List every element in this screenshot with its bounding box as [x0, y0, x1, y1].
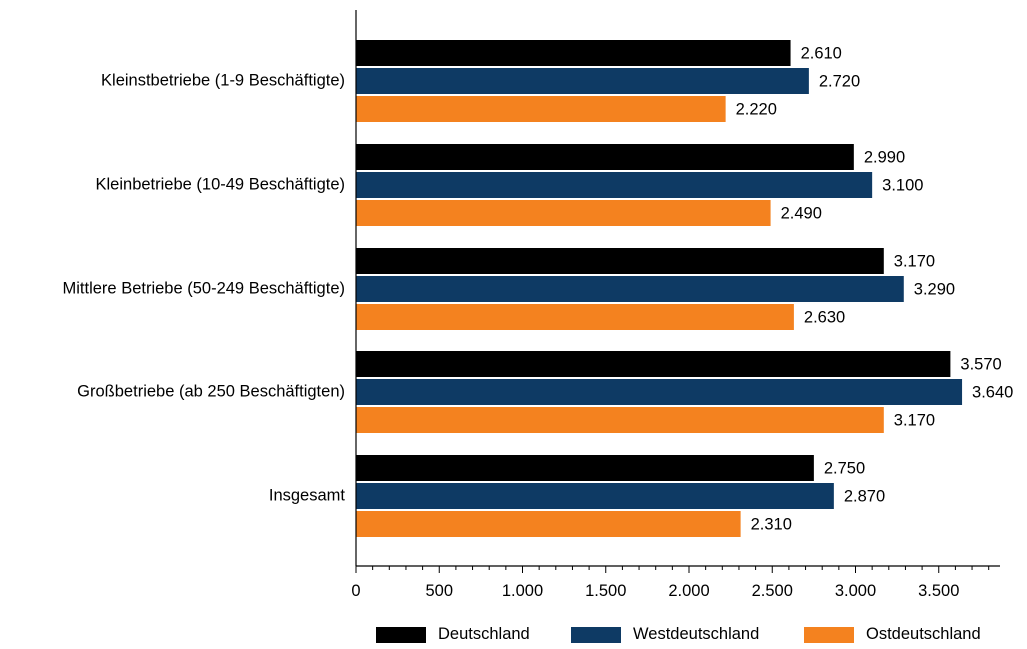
x-tick-label-3500: 3.500 — [918, 582, 959, 600]
x-tick-label-2500: 2.500 — [752, 582, 793, 600]
value-label-ostdeutschland-1: 2.220 — [736, 100, 777, 118]
bar-westdeutschland-2 — [356, 172, 873, 198]
bar-ostdeutschland-2 — [356, 200, 771, 226]
x-tick-label-2000: 2.000 — [668, 582, 709, 600]
value-label-ostdeutschland-3: 2.630 — [804, 308, 845, 326]
value-label-deutschland-3: 3.170 — [894, 252, 935, 270]
value-label-westdeutschland-5: 2.870 — [844, 487, 885, 505]
value-label-ostdeutschland-4: 3.170 — [894, 411, 935, 429]
legend-label-ostdeutschland: Ostdeutschland — [866, 625, 981, 643]
bar-westdeutschland-4 — [356, 379, 963, 405]
x-tick-label-500: 500 — [425, 582, 453, 600]
bar-westdeutschland-1 — [356, 68, 809, 94]
legend-swatch-deutschland — [376, 626, 426, 643]
bar-westdeutschland-3 — [356, 276, 904, 302]
value-label-deutschland-2: 2.990 — [864, 148, 905, 166]
bar-deutschland-5 — [356, 455, 814, 481]
value-label-deutschland-4: 3.570 — [960, 355, 1001, 373]
category-label-mittlere-betriebe-50-249-bescha-ftigte: Mittlere Betriebe (50-249 Beschäftigte) — [63, 279, 345, 297]
x-tick-label-3000: 3.000 — [835, 582, 876, 600]
legend: Deutschland Westdeutschland Ostdeutschla… — [0, 625, 1027, 649]
category-label-kleinstbetriebe-1-9-bescha-ftigte: Kleinstbetriebe (1-9 Beschäftigte) — [101, 71, 345, 89]
category-label-kleinbetriebe-10-49-bescha-ftigte: Kleinbetriebe (10-49 Beschäftigte) — [96, 175, 345, 193]
legend-label-deutschland: Deutschland — [438, 625, 530, 643]
x-tick-label-1500: 1.500 — [585, 582, 626, 600]
value-label-ostdeutschland-2: 2.490 — [781, 204, 822, 222]
value-label-westdeutschland-1: 2.720 — [819, 72, 860, 90]
bar-ostdeutschland-1 — [356, 96, 726, 122]
labels-layer: Kleinstbetriebe (1-9 Beschäftigte) 2.610 2… — [63, 44, 1014, 600]
bar-ostdeutschland-5 — [356, 511, 741, 537]
x-tick-label-1000: 1.000 — [502, 582, 543, 600]
bar-deutschland-1 — [356, 40, 791, 66]
x-tick-label-0: 0 — [351, 582, 360, 600]
legend-swatch-westdeutschland — [571, 626, 621, 643]
legend-label-westdeutschland: Westdeutschland — [633, 625, 760, 643]
category-label-gro-betriebe-ab-250-bescha-ftigten: Großbetriebe (ab 250 Beschäftigten) — [77, 382, 345, 400]
value-label-westdeutschland-3: 3.290 — [914, 280, 955, 298]
value-label-westdeutschland-4: 3.640 — [972, 383, 1013, 401]
legend-item-ostdeutschland: Ostdeutschland — [804, 625, 981, 644]
bars-layer — [356, 40, 963, 537]
bar-chart: Kleinstbetriebe (1-9 Beschäftigte) 2.610 2… — [63, 10, 1014, 600]
bar-deutschland-3 — [356, 248, 884, 274]
category-label-insgesamt: Insgesamt — [269, 486, 346, 504]
legend-item-westdeutschland: Westdeutschland — [571, 625, 759, 644]
value-label-ostdeutschland-5: 2.310 — [751, 515, 792, 533]
value-label-deutschland-1: 2.610 — [801, 44, 842, 62]
legend-item-deutschland: Deutschland — [376, 625, 530, 644]
bar-ostdeutschland-4 — [356, 407, 884, 433]
bar-deutschland-2 — [356, 144, 854, 170]
x-axis — [355, 10, 1000, 573]
value-label-westdeutschland-2: 3.100 — [882, 176, 923, 194]
bar-westdeutschland-5 — [356, 483, 834, 509]
value-label-deutschland-5: 2.750 — [824, 459, 865, 477]
bar-ostdeutschland-3 — [356, 304, 794, 330]
legend-swatch-ostdeutschland — [804, 626, 854, 643]
bar-deutschland-4 — [356, 351, 951, 377]
